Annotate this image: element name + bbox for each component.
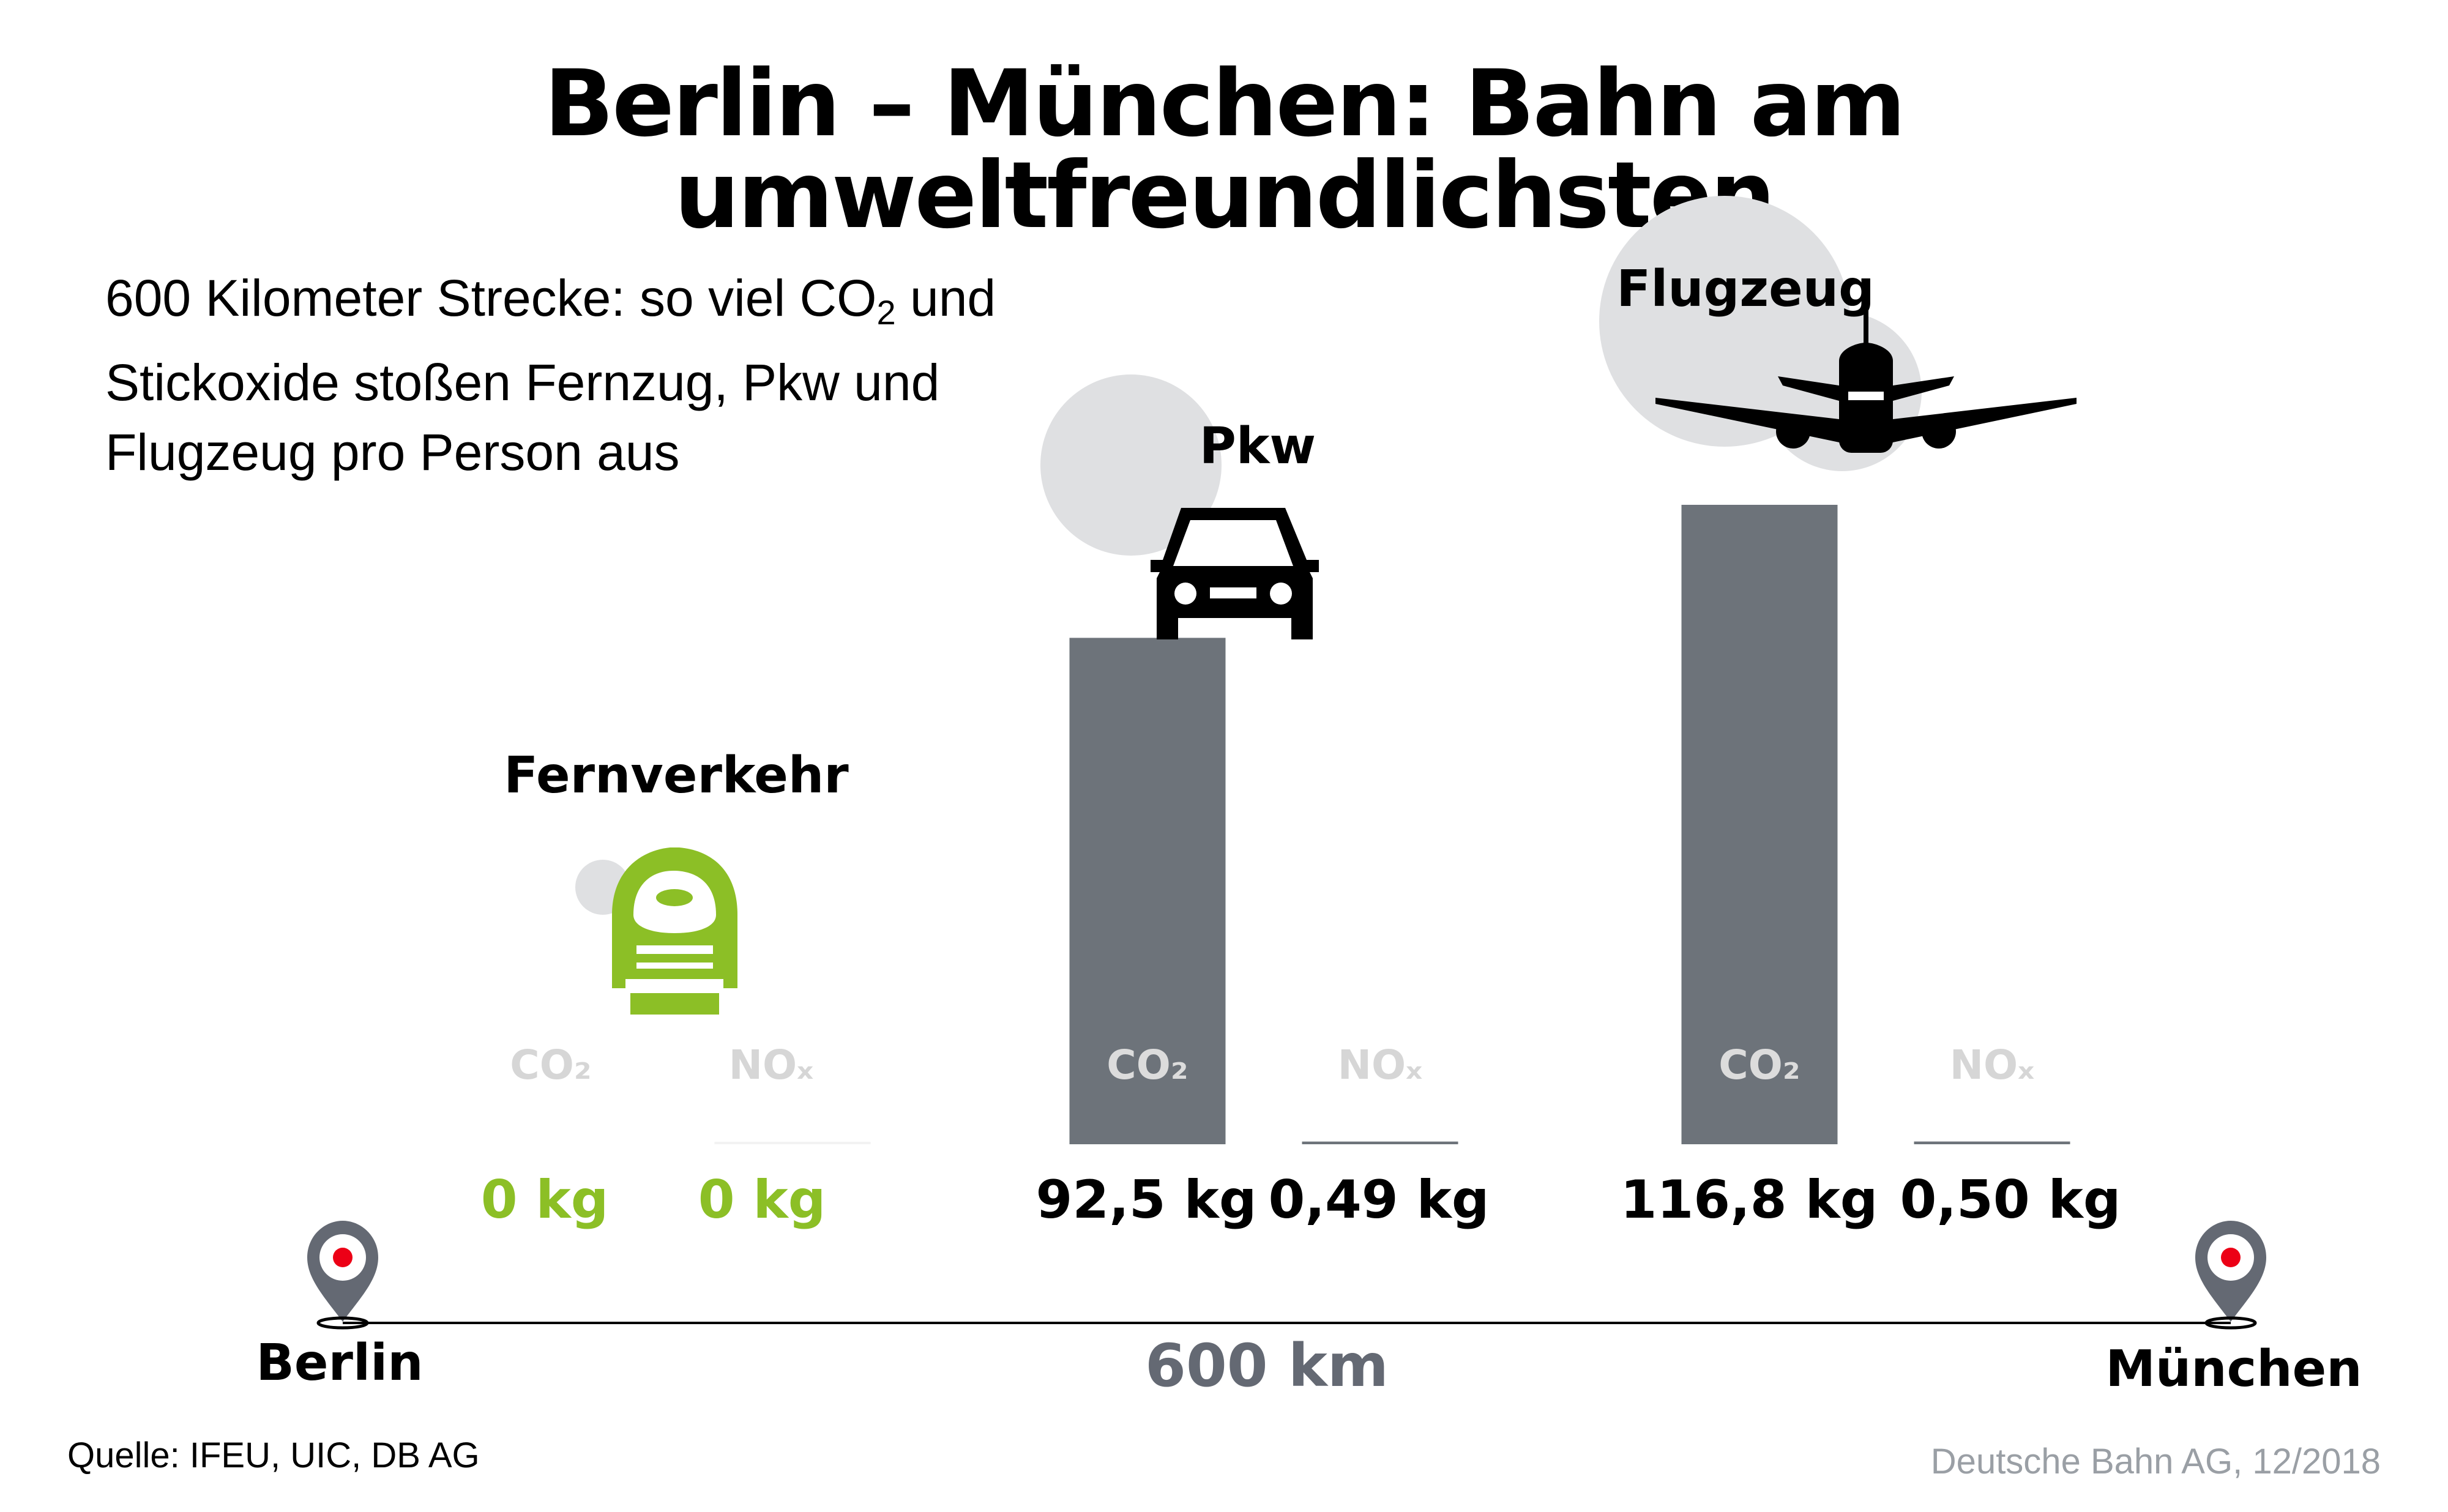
bar-co2-flugzeug <box>1681 505 1838 1144</box>
value-label-nox-fernverkehr: 0 kg <box>698 1169 826 1231</box>
value-label-co2-flugzeug: 116,8 kg <box>1621 1169 1878 1231</box>
subtitle-line-3: Flugzeug pro Person aus <box>105 423 680 481</box>
subtitle: 600 Kilometer Strecke: so viel CO2 und S… <box>105 263 1146 487</box>
series-tag-nox-pkw: NOₓ <box>1338 1041 1423 1089</box>
city-berlin: Berlin <box>256 1334 423 1392</box>
map-pin-icon <box>307 1221 378 1330</box>
subtitle-line-1: 600 Kilometer Strecke: so viel CO2 und <box>105 269 996 332</box>
bar-co2-pkw <box>1069 638 1226 1144</box>
bars <box>714 505 2070 1144</box>
value-label-co2-fernverkehr: 0 kg <box>481 1169 609 1231</box>
series-tag-co2-fernverkehr: CO₂ <box>510 1041 591 1089</box>
page-title: Berlin – München: Bahn am umweltfreundli… <box>543 51 1906 249</box>
bar-nox-flugzeug <box>1914 1141 2070 1144</box>
car-icon <box>1151 508 1319 639</box>
map-pin-icon <box>2195 1221 2266 1330</box>
series-tag-co2-pkw: CO₂ <box>1106 1041 1188 1089</box>
airplane-icon <box>1655 294 2077 453</box>
group-label-pkw: Pkw <box>1200 417 1316 475</box>
smoke-cloud <box>1040 374 1222 556</box>
value-label-nox-pkw: 0,49 kg <box>1269 1169 1490 1231</box>
bar-nox-fernverkehr <box>714 1142 871 1144</box>
group-label-flugzeug: Flugzeug <box>1616 260 1875 318</box>
source-note: Quelle: IFEU, UIC, DB AG <box>67 1436 480 1475</box>
series-tag-co2-flugzeug: CO₂ <box>1718 1041 1800 1089</box>
bar-nox-pkw <box>1302 1141 1458 1144</box>
city-muenchen: München <box>2105 1340 2362 1398</box>
series-tag-nox-flugzeug: NOₓ <box>1950 1041 2035 1089</box>
subtitle-line-2: Stickoxide stoßen Fernzug, Pkw und <box>105 354 940 411</box>
value-label-co2-pkw: 92,5 kg <box>1036 1169 1257 1231</box>
train-icon <box>612 847 737 1015</box>
route-distance: 600 km <box>1145 1331 1389 1400</box>
series-tag-nox-fernverkehr: NOₓ <box>729 1041 814 1089</box>
value-label-nox-flugzeug: 0,50 kg <box>1900 1169 2121 1231</box>
credit-note: Deutsche Bahn AG, 12/2018 <box>1930 1442 2381 1481</box>
group-label-fernverkehr: Fernverkehr <box>504 747 849 805</box>
